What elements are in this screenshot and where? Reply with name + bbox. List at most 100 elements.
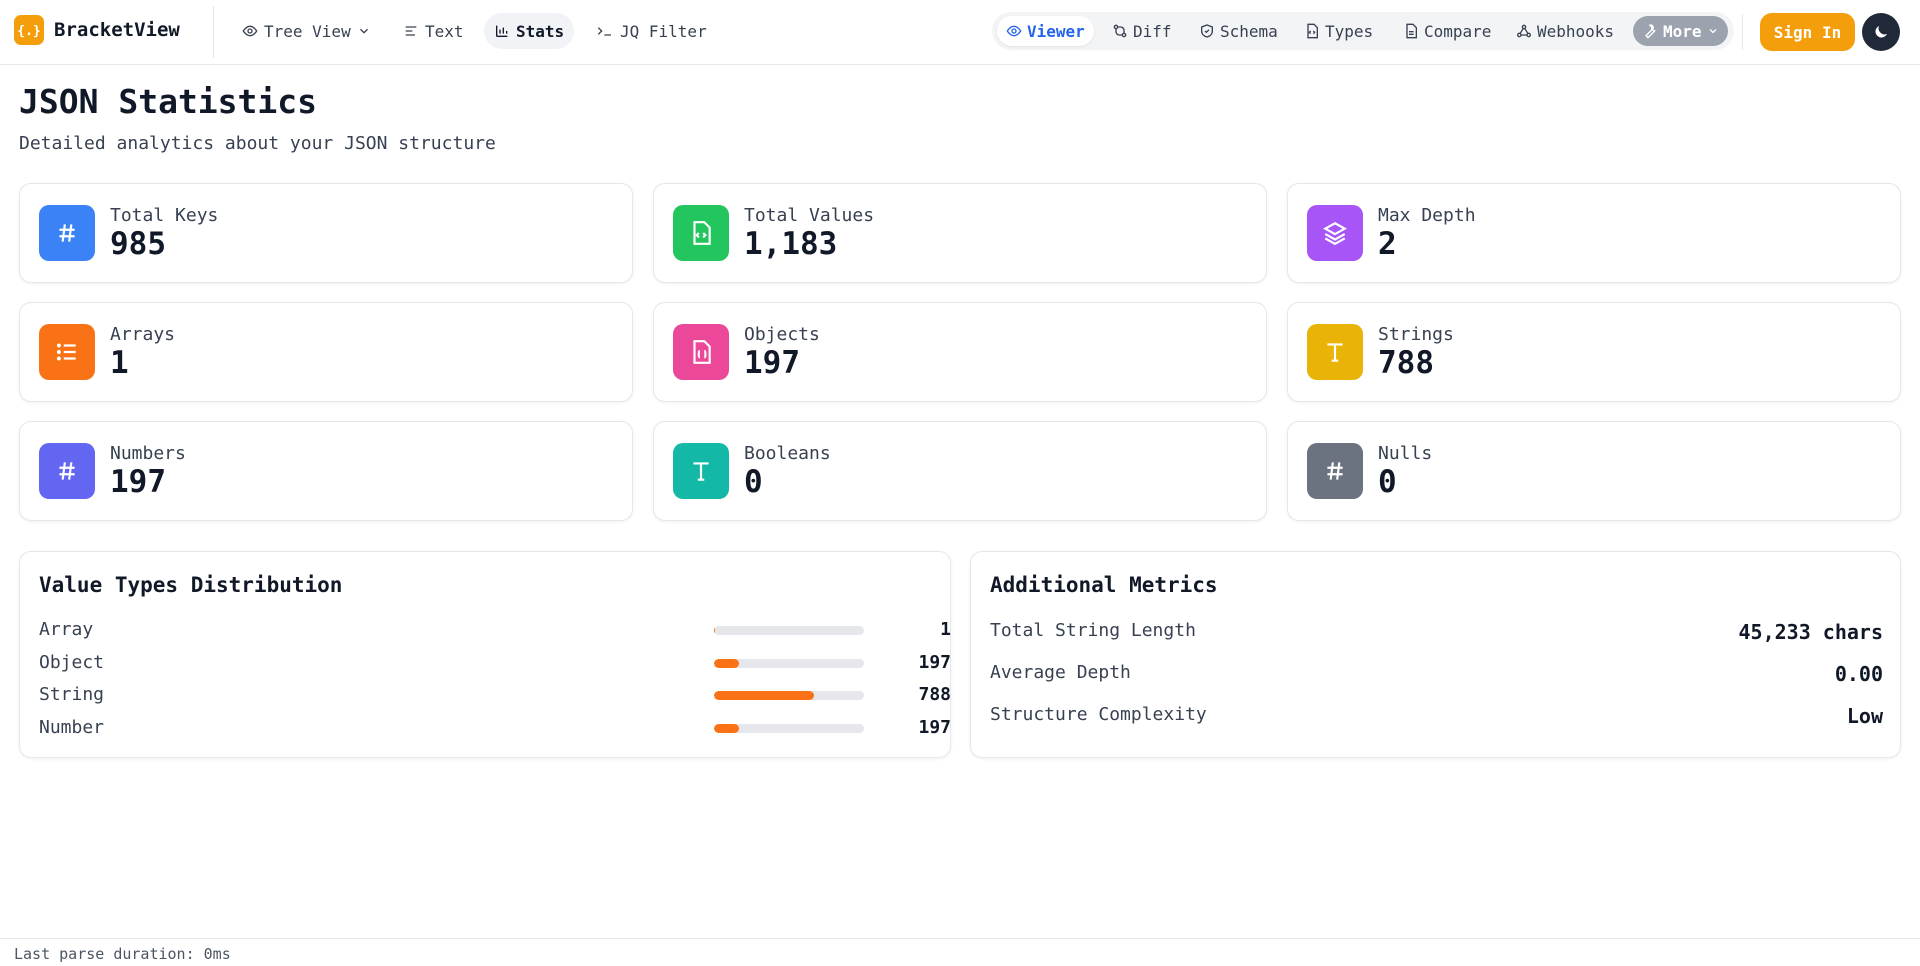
- file-braces-icon: [673, 324, 729, 380]
- file-text-icon: [1406, 23, 1417, 39]
- distribution-type: Object: [39, 652, 105, 673]
- value-types-distribution-panel: Value Types Distribution Array 1 Object …: [19, 551, 951, 758]
- stat-label: Nulls: [1378, 443, 1433, 464]
- terminal-icon: [597, 27, 611, 36]
- wrench-icon: [1645, 24, 1656, 39]
- stat-label: Objects: [744, 324, 820, 345]
- divider: [213, 6, 214, 58]
- stat-card-nulls: Nulls 0: [1287, 421, 1901, 521]
- distribution-bar-fill: [714, 724, 740, 733]
- metric-value: 45,233 chars: [1738, 620, 1884, 644]
- distribution-count: 788: [918, 684, 951, 705]
- distribution-bar: [714, 691, 864, 700]
- stat-card-arrays: Arrays 1: [19, 302, 633, 402]
- webhook-icon: [1517, 24, 1531, 38]
- file-code-icon: [1307, 23, 1318, 39]
- stat-value: 985: [110, 226, 166, 262]
- list-icon: [39, 324, 95, 380]
- hash-icon: [1307, 443, 1363, 499]
- tab-tree-view[interactable]: Tree View: [232, 13, 381, 49]
- distribution-type: Number: [39, 717, 105, 738]
- stat-label: Arrays: [110, 324, 176, 345]
- git-compare-icon: [1113, 24, 1127, 38]
- metric-name: Total String Length: [990, 620, 1196, 641]
- tab-stats[interactable]: Stats: [484, 13, 575, 49]
- stat-label: Max Depth: [1378, 205, 1476, 226]
- stat-value: 788: [1378, 345, 1434, 381]
- distribution-type: String: [39, 684, 105, 705]
- metric-name: Structure Complexity: [990, 704, 1207, 725]
- file-code-icon: [673, 205, 729, 261]
- parse-duration: Last parse duration: 0ms: [14, 945, 231, 963]
- metric-value: Low: [1846, 704, 1883, 728]
- metric-row: Total String Length 45,233 chars: [990, 620, 1883, 646]
- more-menu-button[interactable]: More: [1633, 16, 1728, 46]
- tab-jq-filter-label: JQ Filter: [620, 21, 707, 41]
- distribution-bar: [714, 659, 864, 668]
- stat-label: Total Keys: [110, 205, 219, 226]
- mode-compare[interactable]: Compare: [1394, 16, 1500, 46]
- logo[interactable]: {.}: [14, 15, 44, 45]
- metric-row: Structure Complexity Low: [990, 704, 1883, 730]
- metric-value: 0.00: [1834, 662, 1883, 686]
- status-bar: Last parse duration: 0ms: [0, 938, 1920, 966]
- stat-value: 2: [1378, 226, 1397, 262]
- stat-card-max-depth: Max Depth 2: [1287, 183, 1901, 283]
- stat-card-objects: Objects 197: [653, 302, 1267, 402]
- stat-value: 0: [1378, 464, 1397, 500]
- tab-text-label: Text: [425, 21, 464, 41]
- layers-icon: [1307, 205, 1363, 261]
- eye-icon: [242, 25, 258, 37]
- stat-value: 197: [110, 464, 166, 500]
- sign-in-button[interactable]: Sign In: [1760, 13, 1855, 51]
- distribution-bar: [714, 626, 864, 635]
- stat-card-booleans: Booleans 0: [653, 421, 1267, 521]
- divider: [1742, 14, 1743, 50]
- mode-schema-label: Schema: [1220, 21, 1278, 41]
- distribution-count: 197: [918, 717, 951, 738]
- mode-viewer[interactable]: Viewer: [997, 16, 1094, 46]
- distribution-count: 1: [940, 619, 951, 640]
- tab-jq-filter[interactable]: JQ Filter: [586, 13, 717, 49]
- type-icon: [1307, 324, 1363, 380]
- stat-label: Booleans: [744, 443, 831, 464]
- stat-label: Numbers: [110, 443, 186, 464]
- distribution-row-string: String 788: [39, 684, 951, 708]
- metric-name: Average Depth: [990, 662, 1131, 683]
- stat-value: 1,183: [744, 226, 838, 262]
- distribution-row-number: Number 197: [39, 717, 951, 741]
- hash-icon: [39, 443, 95, 499]
- page-title: JSON Statistics: [19, 82, 318, 121]
- mode-webhooks-label: Webhooks: [1537, 21, 1615, 41]
- eye-icon: [1006, 25, 1022, 37]
- stat-value: 197: [744, 345, 800, 381]
- mode-diff[interactable]: Diff: [1103, 16, 1181, 46]
- stat-card-strings: Strings 788: [1287, 302, 1901, 402]
- panel-title: Value Types Distribution: [39, 573, 343, 597]
- distribution-count: 197: [918, 652, 951, 673]
- stat-label: Strings: [1378, 324, 1454, 345]
- distribution-bar-fill: [714, 691, 814, 700]
- tab-tree-view-label: Tree View: [264, 21, 351, 41]
- distribution-bar: [714, 724, 864, 733]
- mode-webhooks[interactable]: Webhooks: [1507, 16, 1623, 46]
- more-menu-label: More: [1663, 21, 1702, 41]
- theme-toggle[interactable]: [1862, 13, 1900, 51]
- app-name[interactable]: BracketView: [54, 19, 180, 41]
- tab-stats-label: Stats: [516, 21, 565, 41]
- mode-types[interactable]: Types: [1295, 16, 1382, 46]
- bar-chart-icon: [496, 25, 508, 37]
- distribution-bar-fill: [714, 659, 740, 668]
- stat-value: 1: [110, 345, 129, 381]
- align-left-icon: [405, 26, 417, 36]
- logo-glyph: {.}: [18, 24, 40, 39]
- distribution-bar-fill: [714, 626, 716, 635]
- hash-icon: [39, 205, 95, 261]
- mode-compare-label: Compare: [1424, 21, 1492, 41]
- type-icon: [673, 443, 729, 499]
- mode-viewer-label: Viewer: [1027, 21, 1085, 41]
- shield-check-icon: [1201, 24, 1213, 38]
- mode-schema[interactable]: Schema: [1190, 16, 1287, 46]
- stat-card-total-values: Total Values 1,183: [653, 183, 1267, 283]
- tab-text[interactable]: Text: [393, 13, 474, 49]
